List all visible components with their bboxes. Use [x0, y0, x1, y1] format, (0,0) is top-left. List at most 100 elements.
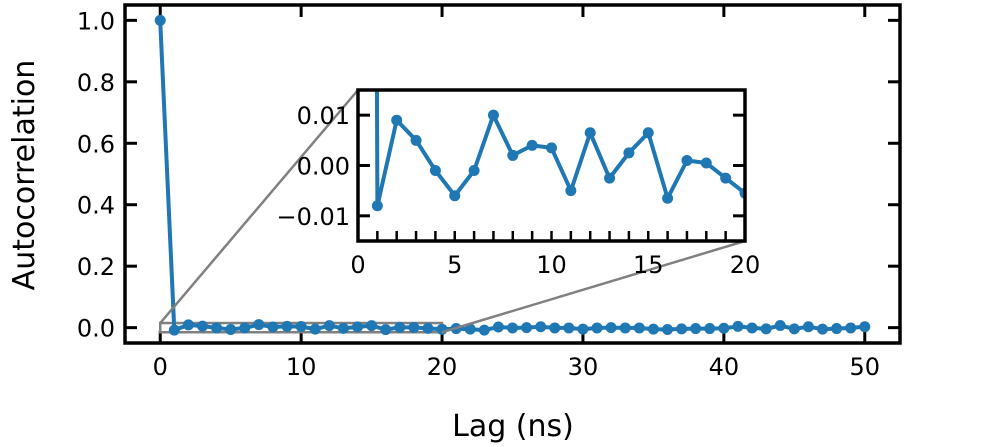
- main-plot-area: 0 10 20 30 40 500.00.20.40.60.81.0: [77, 3, 902, 381]
- data-point: [239, 322, 251, 334]
- data-point: [760, 323, 772, 335]
- data-point: [647, 323, 659, 335]
- inset-data-point: [371, 200, 383, 212]
- inset-data-point: [546, 142, 557, 154]
- inset-y-tick-label: −0.01: [276, 203, 350, 231]
- inset-data-point: [604, 172, 616, 184]
- inset-data-point: [700, 157, 712, 169]
- inset-x-tick-label: 20: [730, 251, 761, 279]
- inset-data-point: [662, 192, 674, 204]
- data-point: [704, 323, 716, 335]
- data-point: [831, 323, 843, 335]
- inset-axes-frame: [356, 88, 747, 243]
- inset-background: [358, 90, 745, 241]
- data-point: [676, 323, 688, 335]
- y-tick-label: 0.4: [77, 192, 115, 220]
- data-point: [352, 321, 363, 333]
- data-point: [281, 320, 293, 332]
- data-point: [718, 322, 730, 334]
- data-point: [802, 321, 814, 333]
- inset-data-point: [681, 154, 693, 166]
- data-point: [380, 324, 392, 336]
- data-point: [225, 323, 237, 335]
- data-point: [521, 322, 533, 334]
- inset-plot-area: 0 5 10 15 20 −0.01 0.00 0.01: [276, 88, 761, 279]
- inset-x-tick-label: 10: [536, 251, 567, 279]
- inset-x-tick-label: 15: [633, 251, 664, 279]
- data-point: [309, 323, 321, 335]
- inset-data-point: [449, 190, 461, 202]
- data-point: [211, 322, 223, 334]
- data-point: [563, 322, 575, 334]
- inset-data-point: [429, 165, 441, 177]
- y-tick-label: 0.0: [77, 315, 115, 343]
- y-tick-label: 0.8: [77, 69, 115, 97]
- data-point: [535, 321, 547, 333]
- inset-data-point: [642, 127, 654, 139]
- data-point: [253, 319, 265, 331]
- zoom-connector-lines: [159, 89, 746, 334]
- x-tick-label: 40: [709, 353, 740, 381]
- inset-data-point: [584, 127, 596, 139]
- zoom-connector-line: [441, 239, 746, 334]
- data-point: [662, 323, 673, 335]
- x-tick-label: 10: [286, 353, 317, 381]
- inset-series-group: [371, 90, 745, 212]
- data-point: [774, 319, 786, 331]
- data-point: [295, 321, 307, 333]
- x-tick-label: 0: [153, 353, 168, 381]
- x-axis-label: Lag (ns): [452, 409, 574, 444]
- data-point: [492, 321, 504, 333]
- y-tick-label: 0.6: [77, 130, 115, 158]
- inset-data-point: [507, 149, 519, 161]
- data-point: [408, 321, 420, 333]
- inset-data-point: [468, 165, 480, 177]
- data-point: [845, 322, 857, 334]
- y-tick-label: 0.2: [77, 253, 115, 281]
- y-tick-label: 1.0: [77, 7, 115, 35]
- data-point: [619, 322, 631, 334]
- main-axes-frame: [123, 3, 902, 345]
- inset-data-point: [623, 147, 635, 159]
- data-point: [788, 323, 800, 335]
- data-point: [605, 322, 617, 334]
- inset-x-tick-label: 0: [350, 251, 365, 279]
- data-point: [633, 322, 645, 334]
- data-point: [436, 323, 448, 335]
- data-point: [154, 14, 166, 26]
- inset-data-point: [526, 139, 538, 151]
- data-point: [690, 323, 702, 335]
- data-point: [323, 320, 335, 332]
- data-point: [732, 320, 744, 332]
- data-point: [267, 321, 279, 333]
- inset-data-point: [565, 185, 577, 197]
- data-point: [394, 321, 406, 333]
- y-axis-label: Autocorrelation: [7, 60, 42, 291]
- x-tick-label: 30: [568, 353, 599, 381]
- data-point: [591, 322, 603, 334]
- data-point: [817, 323, 828, 335]
- inset-data-point: [487, 109, 499, 121]
- inset-data-point: [410, 134, 422, 146]
- inset-data-point: [720, 172, 732, 184]
- inset-y-tick-label: 0.01: [297, 102, 350, 130]
- data-point: [746, 322, 758, 334]
- data-point: [549, 322, 561, 334]
- x-tick-label: 20: [427, 353, 458, 381]
- inset-data-point: [391, 114, 403, 126]
- data-point: [168, 324, 180, 336]
- zoom-connector-line: [159, 89, 359, 324]
- data-point: [577, 323, 589, 335]
- data-point: [197, 320, 208, 332]
- data-point: [337, 322, 349, 334]
- data-point: [366, 320, 378, 332]
- inset-y-tick-label: 0.00: [297, 153, 350, 181]
- inset-x-tick-label: 5: [447, 251, 462, 279]
- data-point: [507, 322, 518, 334]
- data-point: [859, 321, 871, 333]
- data-point: [422, 322, 434, 334]
- data-point: [464, 323, 476, 335]
- data-point: [182, 319, 194, 331]
- data-point: [478, 324, 490, 336]
